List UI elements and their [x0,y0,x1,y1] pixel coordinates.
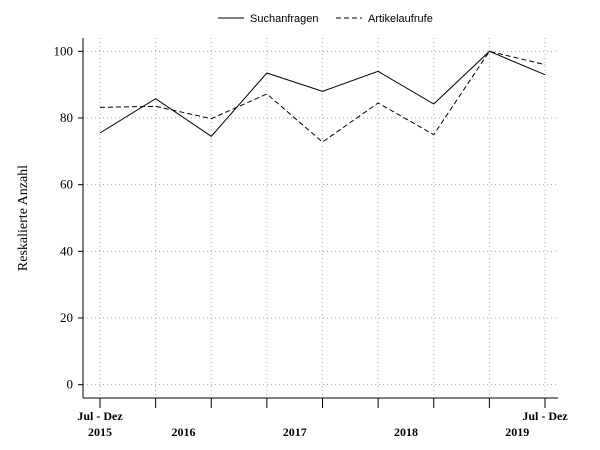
x-period-label: Jul - Dez [77,409,123,423]
legend-label-suchanfragen: Suchanfragen [250,13,319,25]
y-tick-label: 40 [60,243,73,258]
x-year-label: 2018 [394,425,418,439]
series-lines [99,50,546,143]
x-year-label: 2017 [283,425,307,439]
y-tick-label: 0 [67,377,74,392]
y-axis-label: Reskalierte Anzahl [16,165,31,271]
legend: Suchanfragen Artikelaufrufe [218,13,433,25]
x-period-label: Jul - Dez [522,409,568,423]
y-axis-ticks: 0 20 40 60 80 100 [54,43,83,392]
y-tick-label: 100 [54,43,74,58]
y-tick-label: 60 [60,177,73,192]
series-line-artikelaufrufe [99,50,546,143]
legend-label-artikelaufrufe: Artikelaufrufe [368,13,433,25]
x-axis-ticks: Jul - Dez Jul - Dez 2015 2016 2017 2018 2019 [77,398,568,439]
y-tick-label: 80 [60,110,73,125]
x-year-label: 2019 [505,425,529,439]
grid-lines [83,38,558,398]
x-year-label: 2015 [88,425,112,439]
x-year-label: 2016 [171,425,195,439]
y-tick-label: 20 [60,310,73,325]
series-line-suchanfragen [99,50,546,137]
